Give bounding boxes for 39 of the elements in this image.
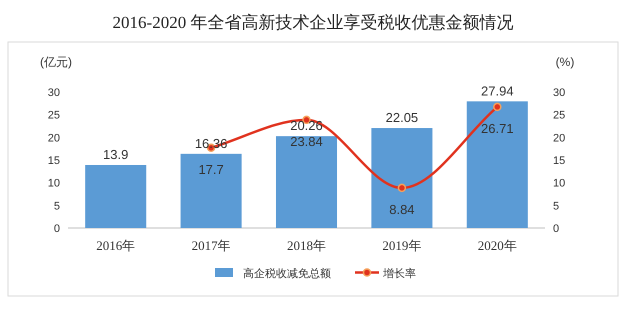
x-tick-label: 2019年 bbox=[382, 238, 422, 253]
y2-tick-label: 10 bbox=[553, 178, 566, 190]
y-tick-label: 20 bbox=[48, 132, 60, 144]
x-tick-label: 2017年 bbox=[192, 238, 231, 253]
x-tick-label: 2020年 bbox=[478, 238, 517, 253]
y2-tick-label: 20 bbox=[553, 132, 566, 144]
data-label: 23.84 bbox=[290, 134, 323, 149]
bar bbox=[180, 154, 242, 228]
y2-tick-label: 5 bbox=[553, 200, 560, 212]
point bbox=[493, 102, 502, 112]
chart-title: 2016-2020 年全省高新技术企业享受税收优惠金额情况 bbox=[112, 13, 514, 32]
y2-tick-label: 15 bbox=[553, 155, 566, 167]
y-tick-label: 30 bbox=[48, 87, 60, 99]
y2-tick-label: 25 bbox=[553, 110, 566, 122]
y-axis-title: (亿元) bbox=[40, 55, 72, 69]
data-label: 17.7 bbox=[198, 162, 224, 177]
y-tick-label: 0 bbox=[54, 223, 60, 235]
x-tick-label: 2016年 bbox=[96, 238, 136, 253]
x-tick-label: 2018年 bbox=[287, 238, 326, 253]
y-tick-label: 10 bbox=[48, 178, 60, 190]
data-label: 26.71 bbox=[481, 120, 514, 136]
point bbox=[398, 184, 406, 192]
data-label: 13.9 bbox=[103, 146, 128, 162]
bar bbox=[466, 101, 528, 228]
data-label: 22.05 bbox=[386, 110, 418, 126]
bar bbox=[371, 128, 432, 228]
data-label: 27.94 bbox=[481, 83, 514, 98]
y2-axis-title: (%) bbox=[556, 55, 574, 69]
y2-tick-label: 0 bbox=[553, 223, 560, 235]
legend-label: 增长率 bbox=[382, 267, 416, 280]
data-label: 20.26 bbox=[290, 118, 323, 134]
bar bbox=[85, 164, 146, 228]
data-label: 8.84 bbox=[389, 202, 415, 217]
y-tick-label: 5 bbox=[54, 200, 60, 212]
y-tick-label: 15 bbox=[48, 155, 60, 167]
y2-tick-label: 30 bbox=[553, 87, 566, 99]
bar bbox=[276, 136, 338, 228]
legend-label: 高企税收减免总额 bbox=[243, 267, 331, 280]
y-tick-label: 25 bbox=[48, 110, 60, 122]
